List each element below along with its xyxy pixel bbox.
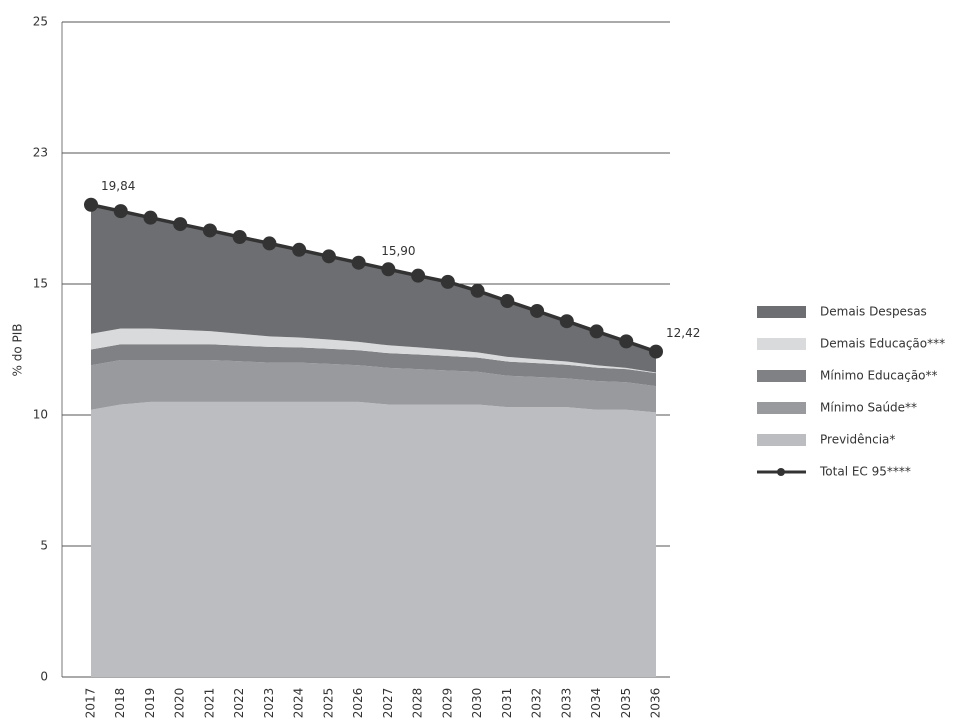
legend-swatch	[757, 402, 806, 414]
data-label: 19,84	[101, 179, 135, 193]
legend-label: Demais Educação***	[820, 337, 945, 351]
x-tick-label: 2034	[589, 688, 603, 719]
x-tick-label: 2032	[530, 688, 544, 719]
y-tick-label: 5	[40, 539, 48, 553]
legend-swatch	[757, 370, 806, 382]
legend-swatch	[757, 306, 806, 318]
total-point	[649, 344, 663, 359]
total-point	[381, 262, 396, 277]
total-point	[500, 294, 515, 309]
area	[91, 328, 656, 374]
total-point	[470, 283, 485, 298]
total-point	[262, 236, 277, 251]
total-point	[202, 223, 217, 238]
x-tick-label: 2024	[292, 688, 306, 719]
total-point	[84, 197, 98, 212]
x-tick-label: 2017	[84, 688, 98, 719]
area	[91, 359, 656, 413]
total-point	[411, 268, 426, 283]
total-point	[530, 303, 545, 318]
area	[91, 344, 656, 387]
legend-dot	[777, 468, 785, 476]
x-tick-label: 2027	[381, 688, 395, 719]
y-tick-label: 25	[33, 15, 48, 29]
y-tick-label: 23	[33, 146, 48, 160]
legend-label: Mínimo Educação**	[820, 369, 938, 383]
legend-label: Previdência*	[820, 433, 895, 447]
data-label: 12,42	[666, 326, 700, 340]
y-tick-label: 0	[40, 670, 48, 684]
y-axis-title: % do PIB	[11, 324, 25, 377]
total-point	[173, 217, 188, 232]
total-point	[440, 274, 455, 289]
x-tick-label: 2035	[619, 688, 633, 719]
x-tick-label: 2021	[202, 688, 216, 719]
x-tick-label: 2018	[113, 688, 127, 719]
x-tick-label: 2029	[440, 688, 454, 719]
legend-swatch	[757, 338, 806, 350]
total-point	[589, 324, 604, 339]
legend-label: Mínimo Saúde**	[820, 401, 917, 415]
total-point	[321, 249, 336, 264]
total-point	[559, 314, 574, 329]
total-point	[232, 230, 247, 245]
y-tick-label: 15	[33, 277, 48, 291]
legend-swatch	[757, 434, 806, 446]
total-point	[143, 210, 158, 225]
data-label: 15,90	[381, 244, 415, 258]
area	[91, 204, 656, 373]
y-tick-label: 10	[33, 408, 48, 422]
total-point	[619, 334, 634, 349]
total-point	[113, 204, 128, 219]
total-point	[351, 255, 366, 270]
x-tick-label: 2022	[232, 688, 246, 719]
x-tick-label: 2019	[143, 688, 157, 719]
total-point	[292, 242, 307, 257]
x-tick-label: 2020	[173, 688, 187, 719]
area	[91, 401, 656, 677]
x-tick-label: 2028	[411, 688, 425, 719]
legend-label: Demais Despesas	[820, 305, 927, 319]
x-tick-label: 2036	[649, 688, 663, 719]
x-tick-label: 2025	[321, 688, 335, 719]
x-tick-label: 2031	[500, 688, 514, 719]
x-tick-label: 2030	[470, 688, 484, 719]
x-tick-label: 2033	[559, 688, 573, 719]
legend-label: Total EC 95****	[819, 465, 911, 479]
x-tick-label: 2026	[351, 688, 365, 719]
x-tick-label: 2023	[262, 688, 276, 719]
